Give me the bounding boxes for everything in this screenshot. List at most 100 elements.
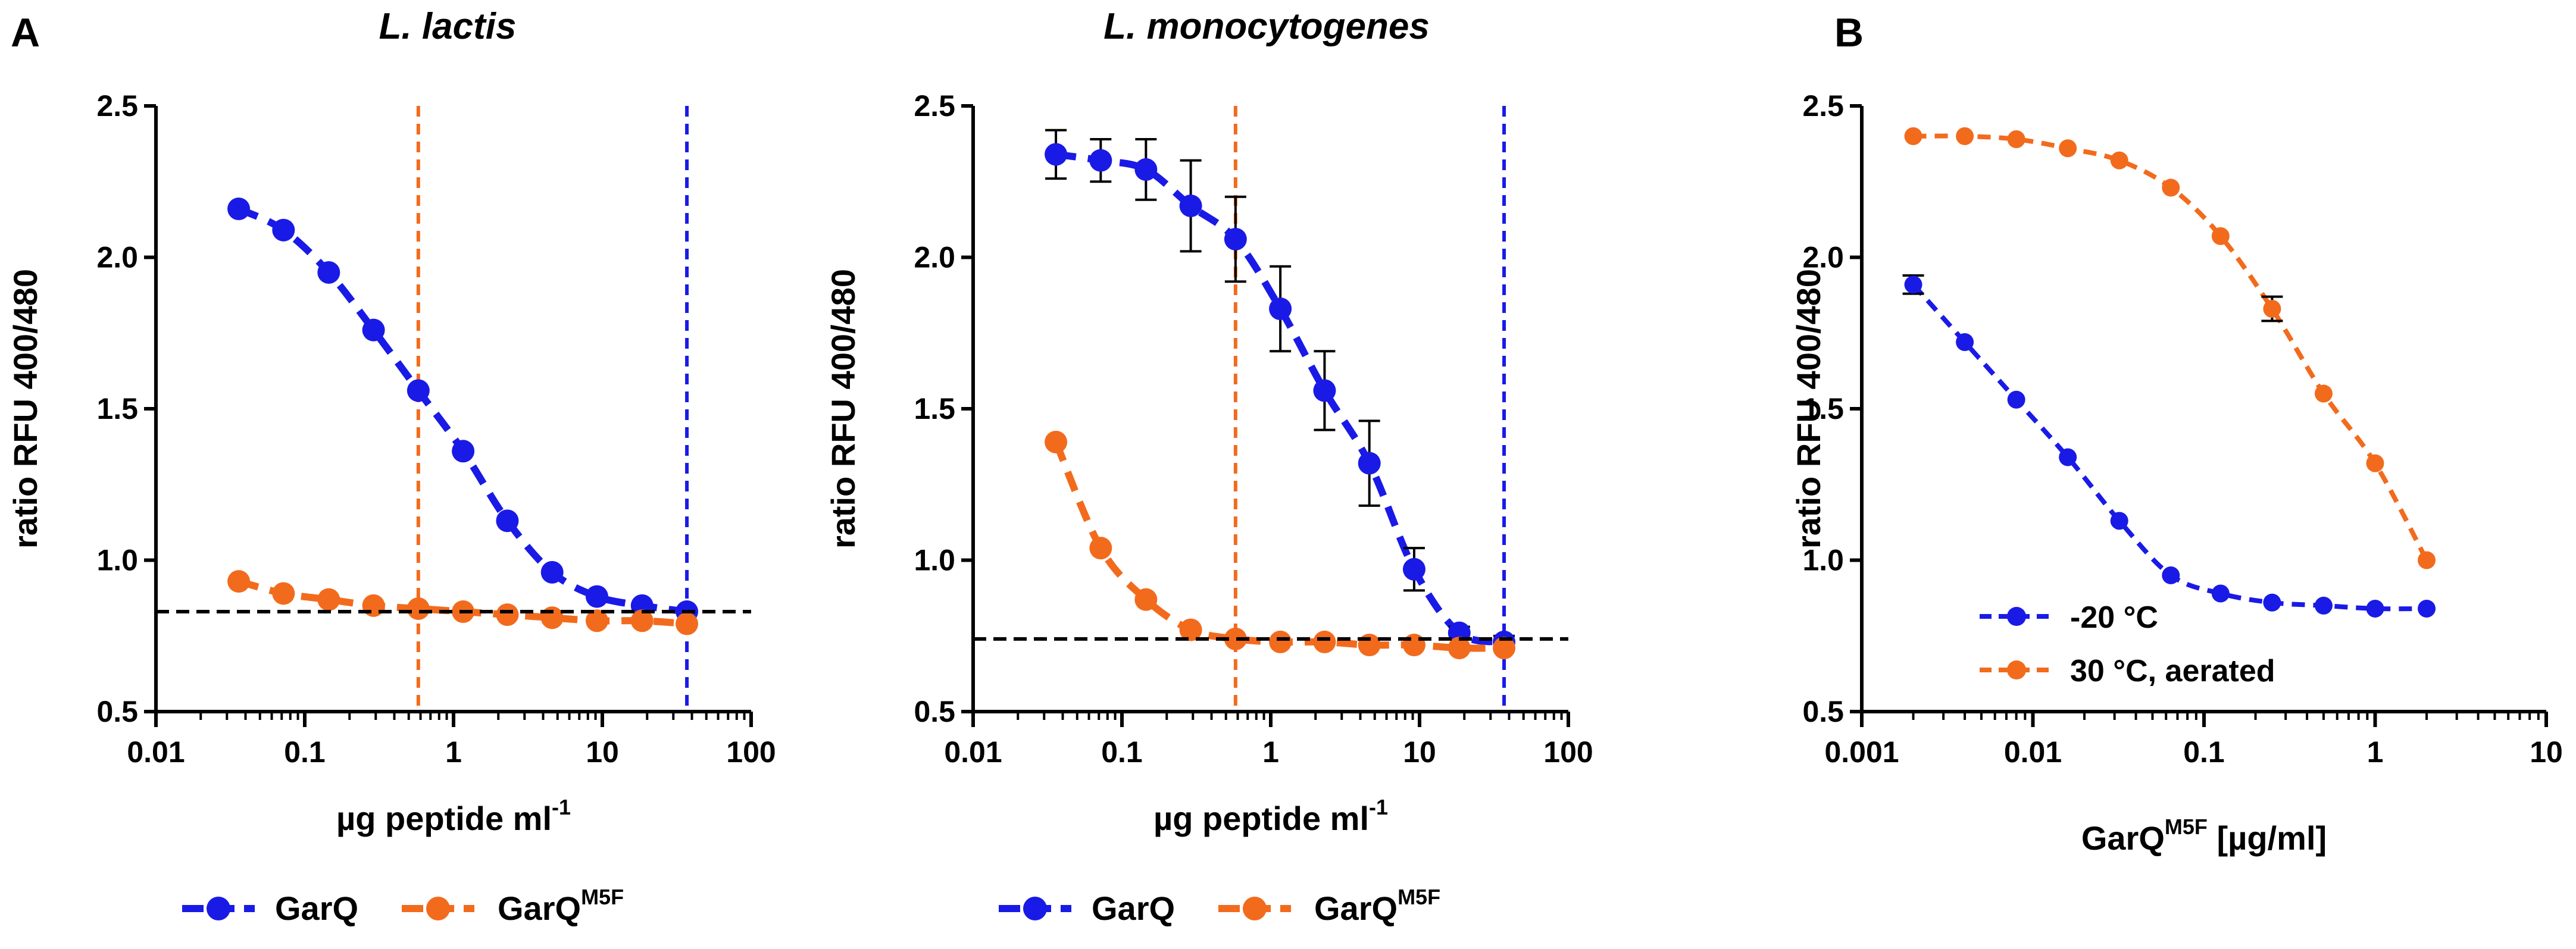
y-tick-label: 1.5	[914, 392, 955, 425]
data-point-blue	[2059, 448, 2077, 466]
x-tick-label: 1	[1262, 735, 1279, 769]
data-point-orange	[1179, 618, 1202, 641]
data-point-blue	[2366, 599, 2384, 618]
data-point-blue	[317, 261, 340, 284]
legend-label-blue: GarQ	[1092, 890, 1175, 927]
data-point-orange	[2263, 300, 2281, 318]
panel-label-b: B	[1834, 10, 1864, 55]
x-axis-title-main: µg peptide ml	[336, 800, 552, 837]
data-point-orange	[317, 588, 340, 611]
x-axis-title-main: GarQ	[2081, 819, 2165, 857]
x-axis-title-sup: -1	[552, 795, 571, 819]
data-point-blue	[1269, 297, 1292, 321]
data-point-orange	[585, 609, 608, 632]
legend-swatch-marker-blue	[1023, 897, 1047, 920]
legend-label-orange: GarQM5F	[1314, 885, 1440, 927]
legend-label-text: 30 °C, aerated	[2070, 654, 2275, 688]
data-point-blue	[1402, 558, 1425, 581]
data-point-orange	[2110, 151, 2128, 170]
x-tick-label: 0.001	[1824, 735, 1899, 769]
data-point-orange	[2162, 178, 2180, 197]
data-point-orange	[2211, 227, 2230, 245]
data-point-blue	[1224, 227, 1247, 250]
data-point-blue	[496, 509, 519, 533]
legend: GarQ GarQM5F	[999, 885, 1440, 927]
legend-label-orange: 30 °C, aerated	[2070, 654, 2275, 688]
data-point-orange	[227, 570, 251, 593]
x-axis-title-main: µg peptide ml	[1153, 800, 1369, 837]
y-tick-label: 1.0	[96, 544, 138, 577]
data-point-blue	[407, 379, 430, 402]
data-point-orange	[272, 582, 295, 605]
y-axis-title: ratio RFU 400/480	[1790, 269, 1827, 549]
data-point-blue	[1134, 158, 1158, 181]
x-axis-title-suffix: [µg/ml]	[2208, 819, 2327, 857]
data-point-blue	[272, 218, 295, 242]
legend-swatch-marker-orange	[426, 897, 450, 920]
legend-swatch-marker-orange	[2007, 660, 2026, 679]
x-axis-title: µg peptide ml-1	[336, 795, 571, 837]
data-point-orange	[407, 597, 430, 620]
data-point-orange	[1956, 127, 1974, 145]
chart-panel-1: L. lactis 0.5 1.0 1.5 2.0 2.5 0.01 0.1 1 10 100 rat…	[7, 6, 776, 927]
legend: GarQ GarQM5F	[182, 885, 624, 927]
legend-swatch-marker-orange	[1243, 897, 1267, 920]
legend-swatch-marker-blue	[2007, 607, 2026, 626]
data-point-blue	[1956, 333, 1974, 352]
data-point-blue	[452, 440, 475, 463]
y-tick-label: 0.5	[1802, 695, 1844, 728]
series-line-blue	[237, 205, 687, 615]
y-tick-label: 2.0	[1802, 241, 1844, 274]
data-point-blue	[1313, 379, 1336, 402]
legend-label-sup: M5F	[581, 885, 624, 909]
data-point-orange	[1402, 634, 1425, 657]
data-point-blue	[585, 585, 608, 608]
y-tick-label: 2.0	[914, 241, 955, 274]
data-point-blue	[2263, 593, 2281, 612]
legend-label-orange: GarQM5F	[498, 885, 624, 927]
y-tick-label: 1.5	[96, 392, 138, 425]
data-point-blue	[540, 560, 564, 584]
x-tick-label: 10	[1403, 735, 1436, 769]
y-tick-label: 0.5	[914, 695, 955, 728]
data-point-orange	[1493, 637, 1516, 660]
y-tick-label: 2.5	[914, 89, 955, 123]
x-axis-title-sup: M5F	[2165, 815, 2208, 839]
chart-panel-2: L. monocytogenes 0.5 1.0 1.5 2.0 2.5 0.01 0.1 1 1…	[824, 6, 1593, 927]
x-tick-label: 10	[2530, 735, 2563, 769]
legend-label-text: -20 °C	[2070, 600, 2158, 635]
legend-label-text: GarQ	[275, 890, 358, 927]
data-point-orange	[1904, 127, 1922, 145]
y-tick-label: 2.0	[96, 241, 138, 274]
data-point-blue	[362, 318, 385, 342]
legend-label-text: GarQ	[498, 890, 581, 927]
data-point-blue	[1089, 149, 1112, 172]
y-axis-title: ratio RFU 400/480	[7, 269, 44, 549]
data-point-blue	[1904, 275, 1922, 294]
legend-label-blue: -20 °C	[2070, 600, 2158, 635]
x-tick-label: 0.1	[2183, 735, 2225, 769]
y-tick-label: 2.5	[96, 89, 138, 123]
data-point-orange	[1134, 588, 1158, 611]
data-point-blue	[227, 198, 251, 221]
series-line-orange	[1913, 133, 2429, 562]
data-point-orange	[2059, 139, 2077, 158]
x-axis-title: µg peptide ml-1	[1153, 795, 1388, 837]
legend-swatch-marker-blue	[207, 897, 230, 920]
data-point-orange	[2418, 551, 2436, 569]
data-point-orange	[2366, 454, 2384, 472]
x-tick-label: 1	[2367, 735, 2384, 769]
legend-label-text: GarQ	[1314, 890, 1398, 927]
series-line-blue	[1055, 151, 1505, 646]
data-point-orange	[630, 609, 654, 632]
data-point-blue	[2314, 596, 2333, 615]
data-point-orange	[1358, 634, 1381, 657]
data-point-orange	[676, 612, 699, 635]
data-point-blue	[1358, 452, 1381, 475]
x-axis-title: GarQM5F [µg/ml]	[2081, 815, 2327, 857]
data-point-orange	[2007, 130, 2025, 148]
x-axis-title-sup: -1	[1369, 795, 1388, 819]
data-point-blue	[2211, 584, 2230, 603]
panel-label-a: A	[11, 10, 40, 55]
